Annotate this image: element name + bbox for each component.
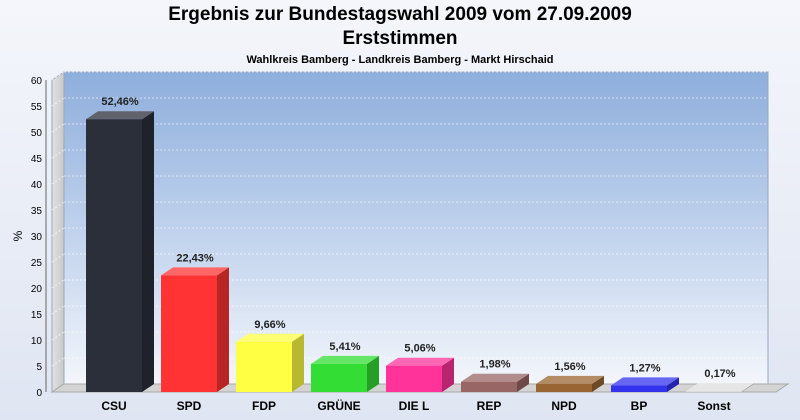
bar-spd <box>161 267 229 392</box>
bar-value-label: 5,06% <box>404 343 435 355</box>
bar-value-label: 9,66% <box>254 319 285 331</box>
bar-gr-ne <box>311 355 379 392</box>
x-tick-label: REP <box>477 399 502 413</box>
y-tick-label: 60 <box>31 76 43 87</box>
bar-front <box>86 119 142 392</box>
y-tick-label: 55 <box>31 102 43 113</box>
y-tick-label: 35 <box>31 206 43 217</box>
y-tick-label: 25 <box>31 258 43 269</box>
x-tick-label: CSU <box>101 399 126 413</box>
x-tick-label: NPD <box>551 399 577 413</box>
x-tick-label: DIE L <box>399 399 430 413</box>
bar-value-label: 5,41% <box>329 341 360 353</box>
grid-line-side <box>51 227 65 237</box>
bar-front <box>686 391 742 392</box>
bar-front <box>311 363 367 392</box>
y-tick-label: 10 <box>31 336 43 347</box>
bar-side <box>292 333 304 392</box>
bar-top <box>236 333 304 342</box>
bar-front <box>536 383 592 392</box>
y-tick-label: 20 <box>31 284 43 295</box>
grid-line-side <box>51 253 65 263</box>
bar-side <box>367 355 379 392</box>
grid-line-side <box>51 149 65 159</box>
bar-top <box>161 267 229 276</box>
y-tick-label: 50 <box>31 128 43 139</box>
bar-npd <box>536 375 604 392</box>
bar-front <box>161 275 217 392</box>
y-tick-label: 30 <box>31 232 43 243</box>
bar-top <box>686 383 754 392</box>
y-tick-label: 0 <box>36 388 42 399</box>
x-tick-label: BP <box>631 399 648 413</box>
bar-front <box>236 341 292 392</box>
bar-top <box>386 357 454 366</box>
bar-side <box>742 383 754 392</box>
chart-title: Ergebnis zur Bundestagswahl 2009 vom 27.… <box>168 4 632 25</box>
bar-side <box>442 357 454 392</box>
bar-value-label: 1,56% <box>554 361 585 373</box>
grid-line-side <box>51 175 65 185</box>
bar-value-label: 1,98% <box>479 359 510 371</box>
y-tick-label: 45 <box>31 154 43 165</box>
bar-front <box>611 385 667 392</box>
bar-value-label: 0,17% <box>704 368 735 380</box>
x-tick-label: SPD <box>177 399 202 413</box>
y-axis-label: % <box>11 230 25 241</box>
y-tick-label: 40 <box>31 180 43 191</box>
bar-side <box>667 377 679 392</box>
bar-side <box>592 375 604 392</box>
bar-top <box>536 375 604 384</box>
grid-line-side <box>51 123 65 133</box>
bar-front <box>461 381 517 392</box>
y-tick-label: 5 <box>36 362 42 373</box>
bar-top <box>86 111 154 120</box>
plot-side-wall <box>51 71 65 393</box>
chart-subtitle: Erststimmen <box>342 28 458 49</box>
bar-side <box>142 111 154 392</box>
bar-bp <box>611 377 679 392</box>
x-tick-label: FDP <box>252 399 276 413</box>
grid-line-side <box>51 331 65 341</box>
bar-side <box>217 267 229 392</box>
grid-line-side <box>51 97 65 107</box>
bar-sonst <box>686 383 754 392</box>
bar-rep <box>461 373 529 392</box>
bar-value-label: 52,46% <box>101 96 139 108</box>
grid-line-side <box>51 71 65 81</box>
chart-region-subtitle: Wahlkreis Bamberg - Landkreis Bamberg - … <box>246 54 554 66</box>
y-tick-label: 15 <box>31 310 43 321</box>
grid-line-side <box>51 279 65 289</box>
bar-csu <box>86 111 154 392</box>
grid-line-side <box>51 305 65 315</box>
bar-front <box>386 365 442 392</box>
bar-die-l <box>386 357 454 392</box>
bar-top <box>611 377 679 386</box>
bar-top <box>311 355 379 364</box>
bar-value-label: 22,43% <box>176 252 214 264</box>
x-tick-label: Sonst <box>697 399 730 413</box>
bar-top <box>461 373 529 382</box>
x-tick-label: GRÜNE <box>317 398 360 413</box>
grid-line-side <box>51 357 65 367</box>
bar-side <box>517 373 529 392</box>
grid-line-side <box>51 201 65 211</box>
bar-fdp <box>236 333 304 392</box>
bar-value-label: 1,27% <box>629 362 660 374</box>
